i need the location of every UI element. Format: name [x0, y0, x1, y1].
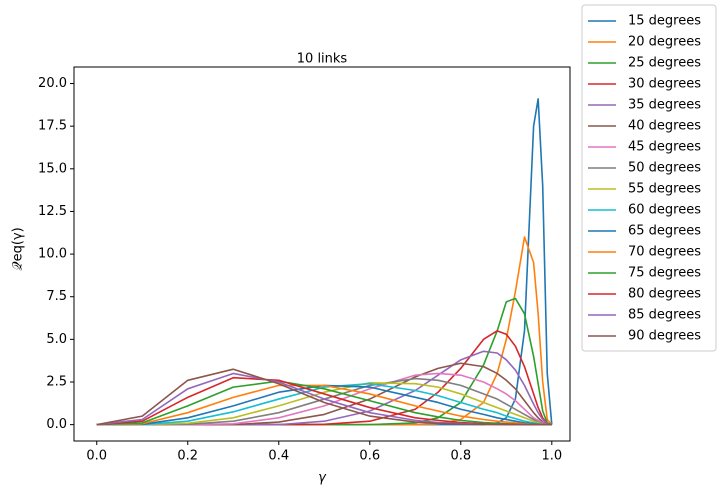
series-line — [96, 377, 552, 426]
legend-label: 30 degrees — [628, 77, 701, 92]
series-line — [96, 382, 552, 426]
x-tick-label: 0.6 — [359, 449, 380, 464]
series-line — [96, 362, 552, 426]
y-tick-label: 20.0 — [38, 76, 67, 91]
legend-label: 15 degrees — [628, 14, 701, 29]
legend-label: 80 degrees — [628, 287, 701, 302]
y-tick-label: 0.0 — [46, 417, 67, 432]
y-axis-label: 𝒬eq(γ) — [11, 227, 26, 270]
x-tick-label: 0.8 — [450, 449, 471, 464]
legend-label: 35 degrees — [628, 98, 701, 113]
y-tick-label: 7.5 — [46, 289, 67, 304]
legend-label: 85 degrees — [628, 308, 701, 323]
y-tick-label: 2.5 — [46, 374, 67, 389]
x-axis-label: γ — [318, 471, 327, 486]
series-line — [96, 330, 552, 426]
series-line — [96, 372, 552, 426]
y-tick-label: 17.5 — [38, 119, 67, 134]
x-tick-label: 0.0 — [86, 449, 107, 464]
series-line — [96, 236, 553, 426]
series-line — [96, 368, 552, 426]
legend-label: 25 degrees — [628, 56, 701, 71]
legend-label: 60 degrees — [628, 203, 701, 218]
y-tick-label: 15.0 — [38, 161, 67, 176]
legend-label: 50 degrees — [628, 161, 701, 176]
x-tick-label: 0.2 — [177, 449, 198, 464]
x-tick-label: 0.4 — [268, 449, 289, 464]
y-tick-label: 12.5 — [38, 204, 67, 219]
x-tick-label: 1.0 — [541, 449, 562, 464]
legend-label: 65 degrees — [628, 224, 701, 239]
legend-label: 75 degrees — [628, 266, 701, 281]
chart-title: 10 links — [297, 52, 348, 67]
legend-label: 20 degrees — [628, 35, 701, 50]
legend-label: 90 degrees — [628, 329, 701, 344]
legend-box — [581, 4, 717, 352]
legend-label: 55 degrees — [628, 182, 701, 197]
legend-label: 45 degrees — [628, 140, 701, 155]
legend-label: 40 degrees — [628, 119, 701, 134]
y-tick-label: 5.0 — [46, 332, 67, 347]
y-tick-label: 10.0 — [38, 247, 67, 262]
legend-label: 70 degrees — [628, 245, 701, 260]
plot-frame — [73, 66, 571, 442]
series-line — [96, 98, 553, 426]
